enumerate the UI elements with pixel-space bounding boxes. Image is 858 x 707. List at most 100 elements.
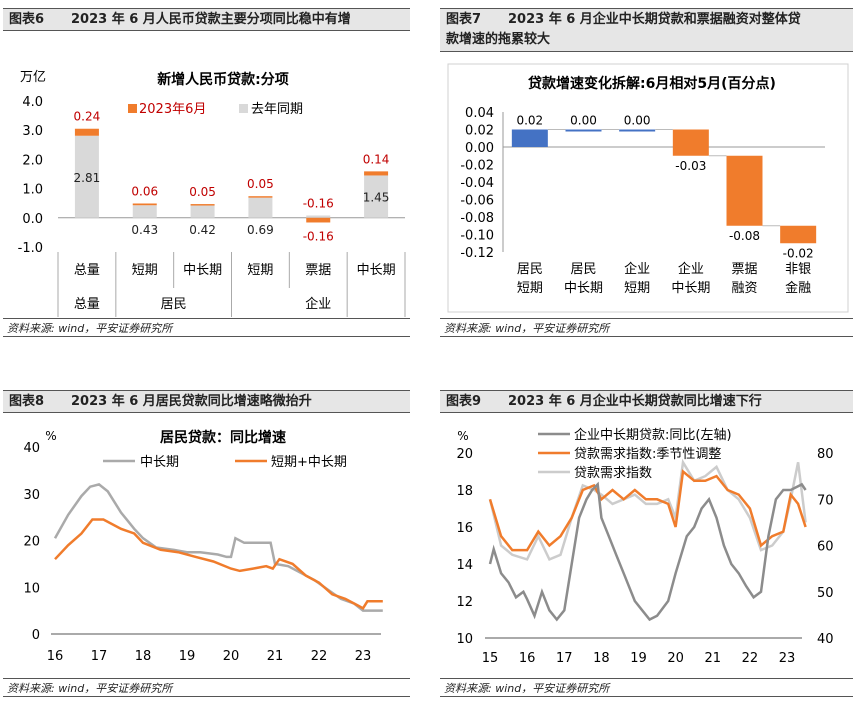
y-tick-label: 0 [32, 628, 40, 643]
bar-last-year [190, 205, 215, 218]
y-tick-label: -1.0 [18, 241, 43, 256]
group-label: 居民 [161, 297, 187, 312]
y-tick-label: -0.06 [460, 194, 494, 209]
y-tick-label: 30 [23, 488, 40, 503]
legend-label: 企业中长期贷款:同比(左轴) [574, 427, 732, 443]
chart-title: 新增人民币贷款:分项 [157, 71, 289, 88]
x-tick-label: 19 [630, 651, 647, 666]
legend-label-short-plus-medium-long: 短期+中长期 [271, 455, 347, 470]
figure-8-panel: 图表8 2023 年 6 月居民贷款同比增速略微抬升 % 居民贷款：同比增速 40 30… [3, 390, 410, 703]
data-label-june-2023: -0.16 [303, 196, 334, 210]
waterfall-bar [511, 129, 548, 147]
figure-7-number: 图表7 [446, 12, 482, 27]
y-tick-label: -0.10 [460, 229, 494, 244]
figure-9-chart: % 20 18 16 14 12 10 80 70 60 50 40 15 16 17 18 19 20 21 22 2… [456, 427, 834, 666]
y-tick-label: 0.00 [465, 141, 494, 156]
data-label-last-year: 0.43 [131, 223, 158, 237]
bar-last-year [306, 215, 331, 218]
category-label-line2: 短期 [517, 281, 543, 296]
category-label-line2: 短期 [624, 281, 650, 296]
y-right-tick-label: 80 [817, 447, 834, 462]
y-tick-label: -0.04 [460, 176, 494, 191]
y-tick-label: 0.0 [22, 212, 43, 227]
x-tick-label: 18 [593, 651, 610, 666]
y-tick-label: 0.02 [465, 124, 494, 139]
data-label: -0.02 [783, 246, 814, 260]
x-tick-label: 20 [223, 649, 240, 664]
legend-label-june-2023: 2023年6月 [139, 102, 206, 117]
data-label: 0.00 [624, 114, 651, 128]
chart-title: 贷款增速变化拆解:6月相对5月(百分点) [528, 75, 776, 92]
figure-9-source: 资料来源: wind，平安证券研究所 [440, 678, 853, 697]
figure-9-panel: 图表9 2023 年 6 月企业中长期贷款同比增速下行 % 20 18 16 14 12 10… [440, 390, 853, 703]
category-label: 中长期 [357, 263, 396, 278]
group-label: 总量 [74, 297, 100, 312]
line-short-plus-medium-long [54, 518, 383, 610]
category-label-line2: 金融 [785, 280, 811, 296]
figure-9-title: 2023 年 6 月企业中长期贷款同比增速下行 [508, 394, 762, 409]
figure-8-title: 2023 年 6 月居民贷款同比增速略微抬升 [71, 394, 312, 409]
data-label-last-year: 0.42 [189, 223, 216, 237]
category-label-line2: 融资 [731, 281, 757, 296]
category-label-line2: 中长期 [564, 281, 603, 296]
y-left-tick-label: 20 [456, 447, 473, 462]
figure-7-source: 资料来源: wind，平安证券研究所 [440, 318, 853, 337]
x-tick-label: 19 [179, 649, 196, 664]
data-label-june-2023: 0.05 [189, 185, 216, 199]
data-label-last-year: 1.45 [363, 191, 390, 205]
figure-6-chart: 万亿 新增人民币贷款:分项 4.0 3.0 2.0 1.0 0.0 -1.0 0.24 2.81 总… [18, 70, 406, 317]
x-tick-label: 18 [135, 649, 152, 664]
y-tick-label: 20 [23, 535, 40, 550]
y-tick-label: -0.02 [460, 159, 494, 174]
line-corporate-mlt-loan-growth [488, 481, 807, 622]
data-label: 0.02 [516, 114, 543, 128]
legend-label: 贷款需求指数 [574, 466, 652, 481]
data-label-june-2023: -0.16 [303, 229, 334, 243]
figure-7-title-line1: 2023 年 6 月企业中长期贷款和票据融资对整体贷 [508, 12, 801, 27]
bar-june-2023 [190, 204, 215, 206]
data-label-june-2023: 0.14 [363, 152, 390, 166]
y-tick-label: 40 [23, 441, 40, 456]
bar-june-2023 [248, 196, 273, 198]
x-tick-label: 23 [355, 649, 372, 664]
figure-9-number: 图表9 [446, 394, 482, 409]
waterfall-bar [780, 225, 817, 244]
waterfall-bar [672, 129, 709, 156]
y-tick-label: 4.0 [22, 95, 43, 110]
y-tick-label: 1.0 [22, 183, 43, 198]
category-label-line1: 居民 [517, 262, 543, 277]
data-label: -0.03 [675, 159, 706, 173]
category-label: 票据 [305, 263, 331, 278]
y-tick-label: 0.04 [465, 106, 494, 121]
figure-8-header: 图表8 2023 年 6 月居民贷款同比增速略微抬升 [3, 390, 410, 413]
bar-last-year [364, 175, 389, 218]
figure-7-chart: 贷款增速变化拆解:6月相对5月(百分点) 0.04 0.02 0.00 -0.02 -0.… [447, 63, 849, 313]
data-label-last-year: 2.81 [74, 171, 101, 185]
x-tick-label: 20 [667, 651, 684, 666]
x-tick-label: 15 [482, 651, 499, 666]
waterfall-bar [726, 155, 763, 226]
y-tick-label: -0.08 [460, 211, 494, 226]
line-loan-demand-index [488, 458, 807, 562]
figure-6-title: 2023 年 6 月人民币贷款主要分项同比稳中有增 [71, 12, 351, 27]
y-right-tick-label: 60 [817, 540, 834, 555]
x-tick-label: 22 [742, 651, 759, 666]
figure-6-panel: 图表6 2023 年 6 月人民币贷款主要分项同比稳中有增 万亿 新增人民币贷款:分… [3, 8, 410, 343]
figure-8-number: 图表8 [9, 394, 45, 409]
category-label-line1: 票据 [731, 262, 757, 277]
waterfall-bar [565, 129, 602, 132]
y-unit-label: % [45, 429, 56, 443]
category-label: 短期 [132, 263, 158, 278]
x-tick-label: 16 [519, 651, 536, 666]
y-unit-label: 万亿 [20, 70, 46, 85]
legend-label: 贷款需求指数:季节性调整 [574, 447, 721, 462]
y-tick-label: 10 [23, 581, 40, 596]
y-unit-label: % [457, 429, 468, 443]
x-tick-label: 22 [311, 649, 328, 664]
x-tick-label: 21 [704, 651, 721, 666]
figure-6-source: 资料来源: wind，平安证券研究所 [3, 318, 410, 337]
data-label-last-year: 0.69 [247, 223, 274, 237]
y-tick-label: 2.0 [22, 153, 43, 168]
data-label: 0.00 [570, 114, 597, 128]
y-left-tick-label: 12 [456, 595, 473, 610]
